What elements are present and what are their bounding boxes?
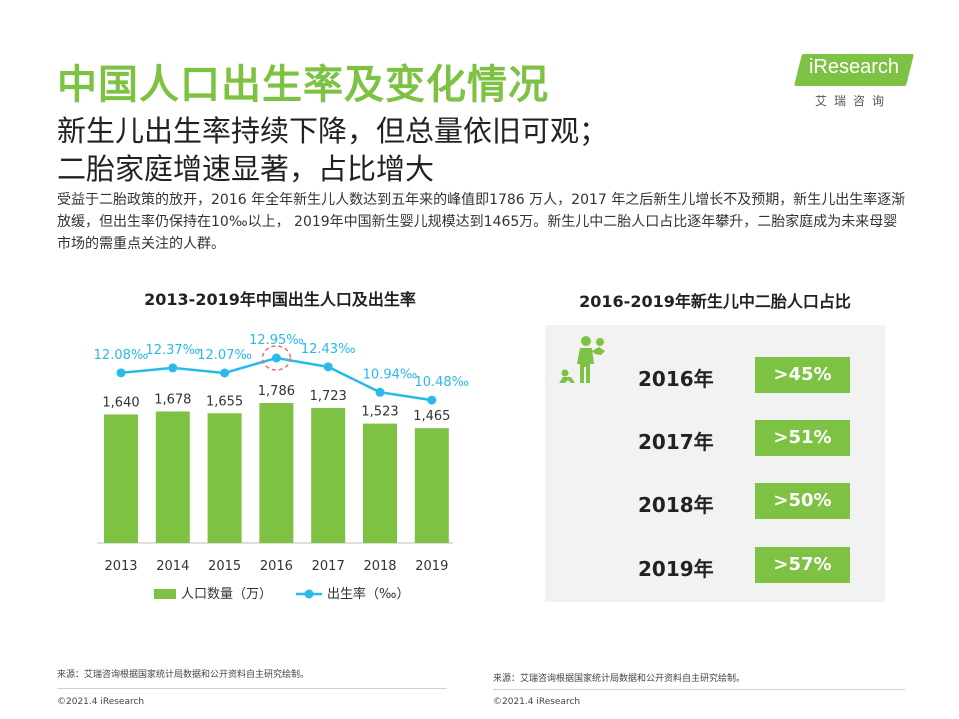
subtitle-line-2: 二胎家庭增速显著，占比增大 [57,152,435,186]
source-note-right: 来源：艾瑞咨询根据国家统计局数据和公开资料自主研究绘制。 [493,674,746,684]
share-chart-title: 2016-2019年新生儿中二胎人口占比 [579,292,851,311]
share-badge: >50% [755,483,850,519]
share-badge: >51% [755,420,850,456]
rate-point [220,368,230,378]
rate-point [375,387,385,397]
family-icon [559,336,605,383]
bar-value-label: 1,640 [102,395,139,410]
x-tick-label: 2017 [312,559,345,574]
intro-paragraph: 受益于二胎政策的放开，2016 年全年新生儿人数达到五年来的峰值即1786 万人… [57,192,906,252]
bar [259,403,294,543]
share-year: 2019年 [638,557,714,581]
rate-point [323,362,333,372]
rate-value-label: 12.07‰ [197,348,252,363]
rate-point [116,368,126,378]
logo-subtext: 艾瑞咨询 [814,94,891,108]
bar [363,423,397,543]
bar [207,413,242,543]
copyright-right: ©2021.4 iResearch [493,697,581,707]
second-child-share-panel: 2016年 >45% 2017年 >51% 2018年 >50% 2019年 >… [545,325,885,602]
x-tick-label: 2015 [208,559,241,574]
rate-value-label: 10.94‰ [363,367,418,382]
bar-chart-title: 2013-2019年中国出生人口及出生率 [144,290,416,309]
legend-line-marker [304,589,314,599]
legend-line-label: 出生率（‰） [327,586,409,602]
source-note-left: 来源：艾瑞咨询根据国家统计局数据和公开资料自主研究绘制。 [57,670,310,680]
x-tick-label: 2014 [156,559,189,574]
share-year: 2017年 [638,430,714,454]
x-tick-label: 2016 [260,559,293,574]
legend-bar-label: 人口数量（万） [181,587,272,602]
copyright-left: ©2021.4 iResearch [57,697,145,707]
share-row: 2017年 >51% [545,418,885,458]
bar-value-label: 1,523 [361,405,398,420]
bar-value-label: 1,678 [154,392,191,407]
share-row: 2019年 >57% [545,545,885,585]
iresearch-logo: iResearch 艾瑞咨询 [792,50,922,110]
footer-divider-left [57,688,447,689]
bar [155,411,190,543]
rate-point [168,363,178,373]
bar [311,407,346,543]
rate-value-label: 12.08‰ [94,348,149,363]
subtitle-line-1: 新生儿出生率持续下降，但总量依旧可观； [57,114,609,148]
rate-point [271,353,281,363]
footer-divider-right [493,689,905,690]
rate-value-label: 12.37‰ [145,343,200,358]
bar [104,414,138,543]
bar-value-label: 1,655 [206,394,243,409]
bar-value-label: 1,723 [310,389,347,404]
share-year: 2018年 [638,493,714,517]
bar-value-label: 1,465 [413,409,450,424]
x-tick-label: 2013 [104,559,137,574]
legend-bar-swatch [154,589,176,599]
page-subtitle: 新生儿出生率持续下降，但总量依旧可观； 二胎家庭增速显著，占比增大 [57,112,608,188]
share-badge: >45% [755,357,850,393]
page-title: 中国人口出生率及变化情况 [57,62,549,108]
rate-point [427,395,437,405]
logo-text: iResearch [808,56,900,78]
x-tick-label: 2019 [415,559,448,574]
share-year: 2016年 [638,367,714,391]
share-row: 2016年 >45% [545,355,885,395]
rate-value-label: 12.43‰ [301,342,356,357]
x-tick-label: 2018 [363,559,396,574]
share-badge: >57% [755,547,850,583]
rate-value-label: 12.95‰ [249,333,304,348]
bar-value-label: 1,786 [258,384,295,399]
rate-value-label: 10.48‰ [414,375,469,390]
bar [414,428,449,543]
share-row: 2018年 >50% [545,481,885,521]
highlight-circle [261,345,292,371]
